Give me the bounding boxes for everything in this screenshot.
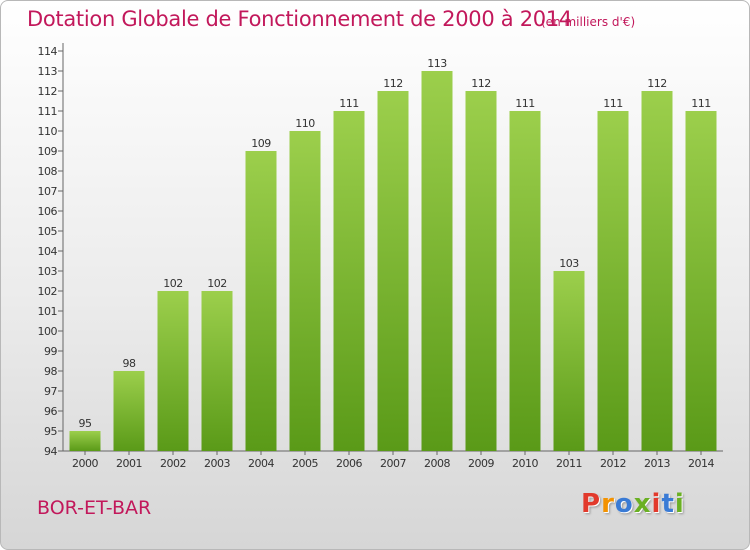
y-tick-label: 108 bbox=[38, 165, 58, 178]
x-tick-label: 2001 bbox=[116, 457, 142, 470]
bar-value-label: 111 bbox=[691, 97, 711, 110]
bar bbox=[289, 131, 321, 451]
x-tick-label: 2007 bbox=[380, 457, 406, 470]
bar-value-label: 102 bbox=[207, 277, 227, 290]
y-tick-label: 112 bbox=[38, 85, 58, 98]
x-tick-label: 2003 bbox=[204, 457, 230, 470]
bar bbox=[201, 291, 233, 451]
bar bbox=[245, 151, 277, 451]
y-tick-label: 113 bbox=[38, 65, 58, 78]
x-tick-label: 2013 bbox=[644, 457, 670, 470]
bar-value-label: 109 bbox=[251, 137, 271, 150]
bar bbox=[333, 111, 365, 451]
x-tick-label: 2000 bbox=[72, 457, 98, 470]
y-axis: 94 95 96 97 98 99 100 101 102 103 104 105 106 107 108 1… bbox=[38, 43, 64, 458]
y-tick-label: 103 bbox=[38, 265, 58, 278]
y-tick-label: 96 bbox=[44, 405, 57, 418]
y-tick-label: 106 bbox=[38, 205, 58, 218]
logo-letter: i bbox=[674, 489, 685, 519]
logo-letter: t bbox=[661, 489, 675, 519]
x-axis: 2000 2001 2002 2003 2004 2005 2006 2007 2008 2009… bbox=[63, 450, 723, 470]
x-tick-label: 2011 bbox=[556, 457, 582, 470]
y-tick-label: 109 bbox=[38, 145, 58, 158]
logo-letter: x bbox=[633, 489, 652, 519]
bar bbox=[641, 91, 673, 451]
x-tick-label: 2012 bbox=[600, 457, 626, 470]
bar-value-label: 112 bbox=[647, 77, 667, 90]
bar bbox=[421, 71, 453, 451]
bar-value-label: 112 bbox=[383, 77, 403, 90]
commune-name: BOR-ET-BAR bbox=[37, 497, 152, 519]
bar bbox=[157, 291, 189, 451]
bar-value-label: 98 bbox=[123, 357, 136, 370]
x-tick-label: 2006 bbox=[336, 457, 362, 470]
bar-series: 95 98 102 102 109 110 111 112 113 112 111 103 111 112… bbox=[69, 57, 717, 451]
bar-value-label: 111 bbox=[515, 97, 535, 110]
y-tick-label: 104 bbox=[38, 245, 58, 258]
bar-value-label: 113 bbox=[427, 57, 447, 70]
logo-letter: o bbox=[614, 489, 634, 519]
x-tick-label: 2014 bbox=[688, 457, 714, 470]
bar bbox=[685, 111, 717, 451]
y-tick-label: 99 bbox=[44, 345, 57, 358]
y-tick-label: 110 bbox=[38, 125, 58, 138]
bar-value-label: 102 bbox=[163, 277, 183, 290]
x-tick-label: 2002 bbox=[160, 457, 186, 470]
x-tick-label: 2010 bbox=[512, 457, 538, 470]
y-tick-label: 114 bbox=[38, 45, 58, 58]
y-tick-label: 95 bbox=[44, 425, 57, 438]
y-tick-label: 98 bbox=[44, 365, 57, 378]
x-tick-label: 2005 bbox=[292, 457, 318, 470]
y-tick-label: 100 bbox=[38, 325, 58, 338]
bar-value-label: 111 bbox=[603, 97, 623, 110]
y-tick-label: 102 bbox=[38, 285, 58, 298]
bar bbox=[69, 431, 101, 451]
y-tick-label: 105 bbox=[38, 225, 58, 238]
y-tick-label: 97 bbox=[44, 385, 57, 398]
x-tick-label: 2008 bbox=[424, 457, 450, 470]
bar-value-label: 111 bbox=[339, 97, 359, 110]
proxiti-logo: Proxiti bbox=[581, 489, 685, 519]
bar-value-label: 95 bbox=[79, 417, 92, 430]
bar bbox=[553, 271, 585, 451]
bar bbox=[377, 91, 409, 451]
y-tick-label: 94 bbox=[44, 445, 57, 458]
bar bbox=[509, 111, 541, 451]
bar bbox=[465, 91, 497, 451]
chart-unit-note: (en milliers d'€) bbox=[541, 15, 636, 29]
logo-letter: r bbox=[601, 489, 615, 519]
bar-value-label: 112 bbox=[471, 77, 491, 90]
bar bbox=[597, 111, 629, 451]
bar-value-label: 110 bbox=[295, 117, 315, 130]
bar bbox=[113, 371, 145, 451]
x-tick-label: 2004 bbox=[248, 457, 274, 470]
bar-value-label: 103 bbox=[559, 257, 579, 270]
y-tick-label: 101 bbox=[38, 305, 58, 318]
x-tick-label: 2009 bbox=[468, 457, 494, 470]
logo-letter: i bbox=[651, 489, 662, 519]
y-tick-label: 111 bbox=[38, 105, 58, 118]
y-tick-label: 107 bbox=[38, 185, 58, 198]
chart-title: Dotation Globale de Fonctionnement de 20… bbox=[27, 7, 572, 31]
logo-letter: P bbox=[581, 489, 602, 519]
